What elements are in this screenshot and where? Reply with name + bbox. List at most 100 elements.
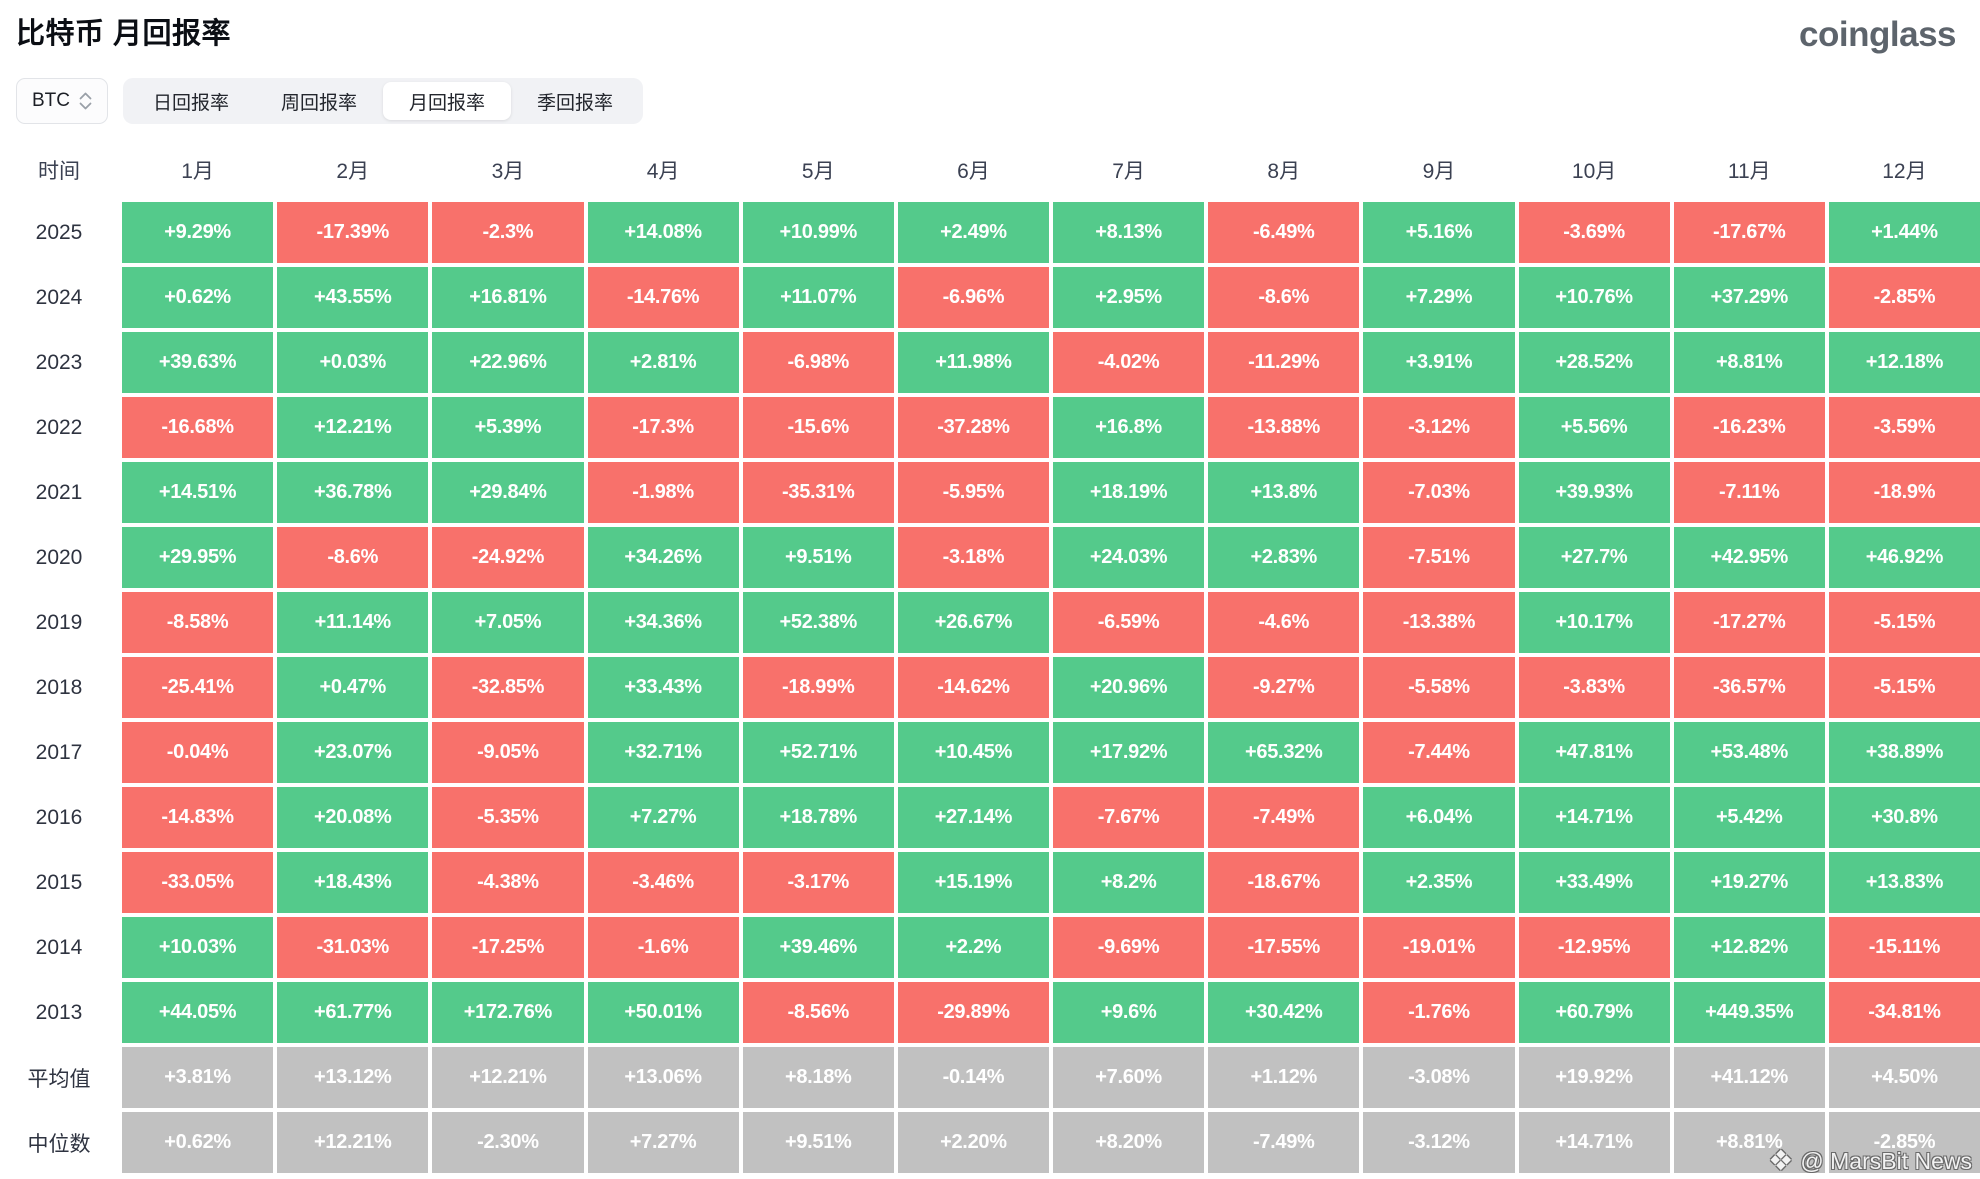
return-cell: +12.82% — [1673, 917, 1825, 978]
return-cell: -18.99% — [742, 657, 894, 718]
controls-bar: BTC 日回报率 周回报率 月回报率 季回报率 — [16, 78, 1980, 124]
return-cell: +41.12% — [1673, 1047, 1825, 1108]
symbol-select[interactable]: BTC — [16, 78, 108, 124]
return-cell: +10.76% — [1518, 267, 1670, 328]
return-cell: +13.8% — [1208, 462, 1360, 523]
updown-chevron-icon — [79, 92, 92, 110]
return-cell: +10.17% — [1518, 592, 1670, 653]
return-cell: -8.6% — [1208, 267, 1360, 328]
return-cell: +3.91% — [1363, 332, 1515, 393]
return-cell: -29.89% — [897, 982, 1049, 1043]
return-cell: +61.77% — [277, 982, 429, 1043]
return-cell: +50.01% — [587, 982, 739, 1043]
return-cell: -35.31% — [742, 462, 894, 523]
row-label: 平均值 — [27, 1067, 91, 1091]
return-cell: -18.9% — [1828, 462, 1980, 523]
return-cell: +34.26% — [587, 527, 739, 588]
tab-weekly-returns[interactable]: 周回报率 — [281, 92, 358, 114]
return-cell: -14.83% — [122, 787, 274, 848]
return-cell: -17.67% — [1673, 202, 1825, 263]
return-cell: -17.27% — [1673, 592, 1825, 653]
return-cell: -3.69% — [1518, 202, 1670, 263]
return-cell: +172.76% — [432, 982, 584, 1043]
return-cell: +13.83% — [1828, 852, 1980, 913]
column-header-month: 4月 — [646, 160, 680, 183]
return-cell: +10.03% — [122, 917, 274, 978]
row-label: 2020 — [35, 545, 83, 569]
return-cell: +19.27% — [1673, 852, 1825, 913]
return-cell: -3.17% — [742, 852, 894, 913]
return-cell: +52.38% — [742, 592, 894, 653]
return-cell: -33.05% — [122, 852, 274, 913]
return-cell: +10.45% — [897, 722, 1049, 783]
return-cell: -9.69% — [1053, 917, 1205, 978]
return-cell: +9.51% — [742, 1112, 894, 1173]
return-cell: -9.27% — [1208, 657, 1360, 718]
return-cell: +5.39% — [432, 397, 584, 458]
return-cell: -4.02% — [1053, 332, 1205, 393]
column-header-month: 8月 — [1267, 160, 1301, 183]
return-cell: -32.85% — [432, 657, 584, 718]
return-cell: +60.79% — [1518, 982, 1670, 1043]
return-cell: +30.42% — [1208, 982, 1360, 1043]
return-cell: -6.96% — [897, 267, 1049, 328]
return-cell: +7.60% — [1053, 1047, 1205, 1108]
return-cell: -7.03% — [1363, 462, 1515, 523]
tab-quarterly-returns[interactable]: 季回报率 — [537, 92, 614, 114]
return-cell: -1.76% — [1363, 982, 1515, 1043]
return-cell: +19.92% — [1518, 1047, 1670, 1108]
return-cell: -5.15% — [1828, 592, 1980, 653]
return-cell: -6.98% — [742, 332, 894, 393]
column-header-month: 9月 — [1422, 160, 1456, 183]
return-cell: -18.67% — [1208, 852, 1360, 913]
row-label: 2025 — [35, 220, 83, 244]
return-cell: +24.03% — [1053, 527, 1205, 588]
return-cell: -14.76% — [587, 267, 739, 328]
return-cell: +11.98% — [897, 332, 1049, 393]
return-cell: -6.49% — [1208, 202, 1360, 263]
return-cell: -12.95% — [1518, 917, 1670, 978]
return-cell: -1.6% — [587, 917, 739, 978]
column-header-month: 2月 — [336, 160, 370, 183]
return-cell: -9.05% — [432, 722, 584, 783]
return-cell: +6.04% — [1363, 787, 1515, 848]
return-cell: -2.85% — [1828, 1112, 1980, 1173]
return-cell: -17.55% — [1208, 917, 1360, 978]
return-cell: -0.14% — [897, 1047, 1049, 1108]
return-cell: +14.71% — [1518, 1112, 1670, 1173]
return-cell: +47.81% — [1518, 722, 1670, 783]
return-cell: +26.67% — [897, 592, 1049, 653]
return-cell: +4.50% — [1828, 1047, 1980, 1108]
return-cell: +7.27% — [587, 1112, 739, 1173]
return-cell: +5.16% — [1363, 202, 1515, 263]
row-label: 中位数 — [27, 1132, 91, 1156]
return-cell: -19.01% — [1363, 917, 1515, 978]
return-cell: +1.44% — [1828, 202, 1980, 263]
column-header-month: 5月 — [801, 160, 835, 183]
return-cell: -2.3% — [432, 202, 584, 263]
tab-monthly-returns[interactable]: 月回报率 — [383, 82, 512, 120]
return-cell: +2.81% — [587, 332, 739, 393]
return-cell: -5.58% — [1363, 657, 1515, 718]
return-cell: +11.14% — [277, 592, 429, 653]
return-cell: -7.51% — [1363, 527, 1515, 588]
return-cell: -13.88% — [1208, 397, 1360, 458]
return-cell: +36.78% — [277, 462, 429, 523]
row-label: 2018 — [35, 675, 83, 699]
return-cell: +27.14% — [897, 787, 1049, 848]
tab-daily-returns[interactable]: 日回报率 — [153, 92, 230, 114]
return-cell: +46.92% — [1828, 527, 1980, 588]
coinglass-logo: coinglass — [1799, 15, 1956, 54]
return-cell: +39.93% — [1518, 462, 1670, 523]
return-cell: +39.46% — [742, 917, 894, 978]
return-cell: +8.81% — [1673, 332, 1825, 393]
row-label: 2019 — [35, 610, 83, 634]
return-cell: +12.18% — [1828, 332, 1980, 393]
return-cell: +11.07% — [742, 267, 894, 328]
return-cell: +18.43% — [277, 852, 429, 913]
return-cell: -34.81% — [1828, 982, 1980, 1043]
return-cell: +33.49% — [1518, 852, 1670, 913]
return-cell: +33.43% — [587, 657, 739, 718]
return-cell: +15.19% — [897, 852, 1049, 913]
return-cell: +32.71% — [587, 722, 739, 783]
